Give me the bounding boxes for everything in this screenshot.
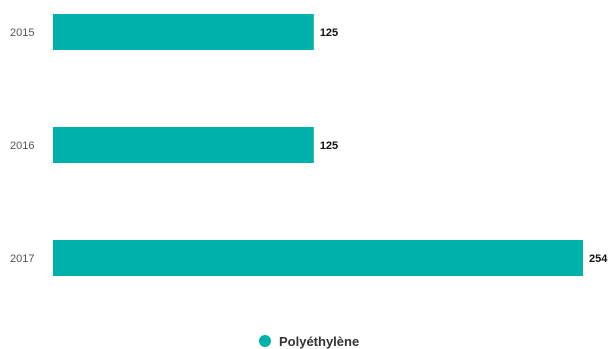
bar <box>53 240 583 276</box>
legend-marker <box>259 335 271 347</box>
value-label: 254 <box>589 253 608 265</box>
legend-label: Polyéthylène <box>279 334 359 349</box>
bar <box>53 14 314 50</box>
value-label: 125 <box>320 140 338 152</box>
legend: Polyéthylène <box>259 334 359 349</box>
bars-layer: 2015 125 2016 125 2017 254 <box>10 14 608 276</box>
category-label: 2016 <box>10 140 34 152</box>
value-label: 125 <box>320 27 338 39</box>
category-label: 2015 <box>10 27 34 39</box>
bar <box>53 127 314 163</box>
category-label: 2017 <box>10 253 34 265</box>
